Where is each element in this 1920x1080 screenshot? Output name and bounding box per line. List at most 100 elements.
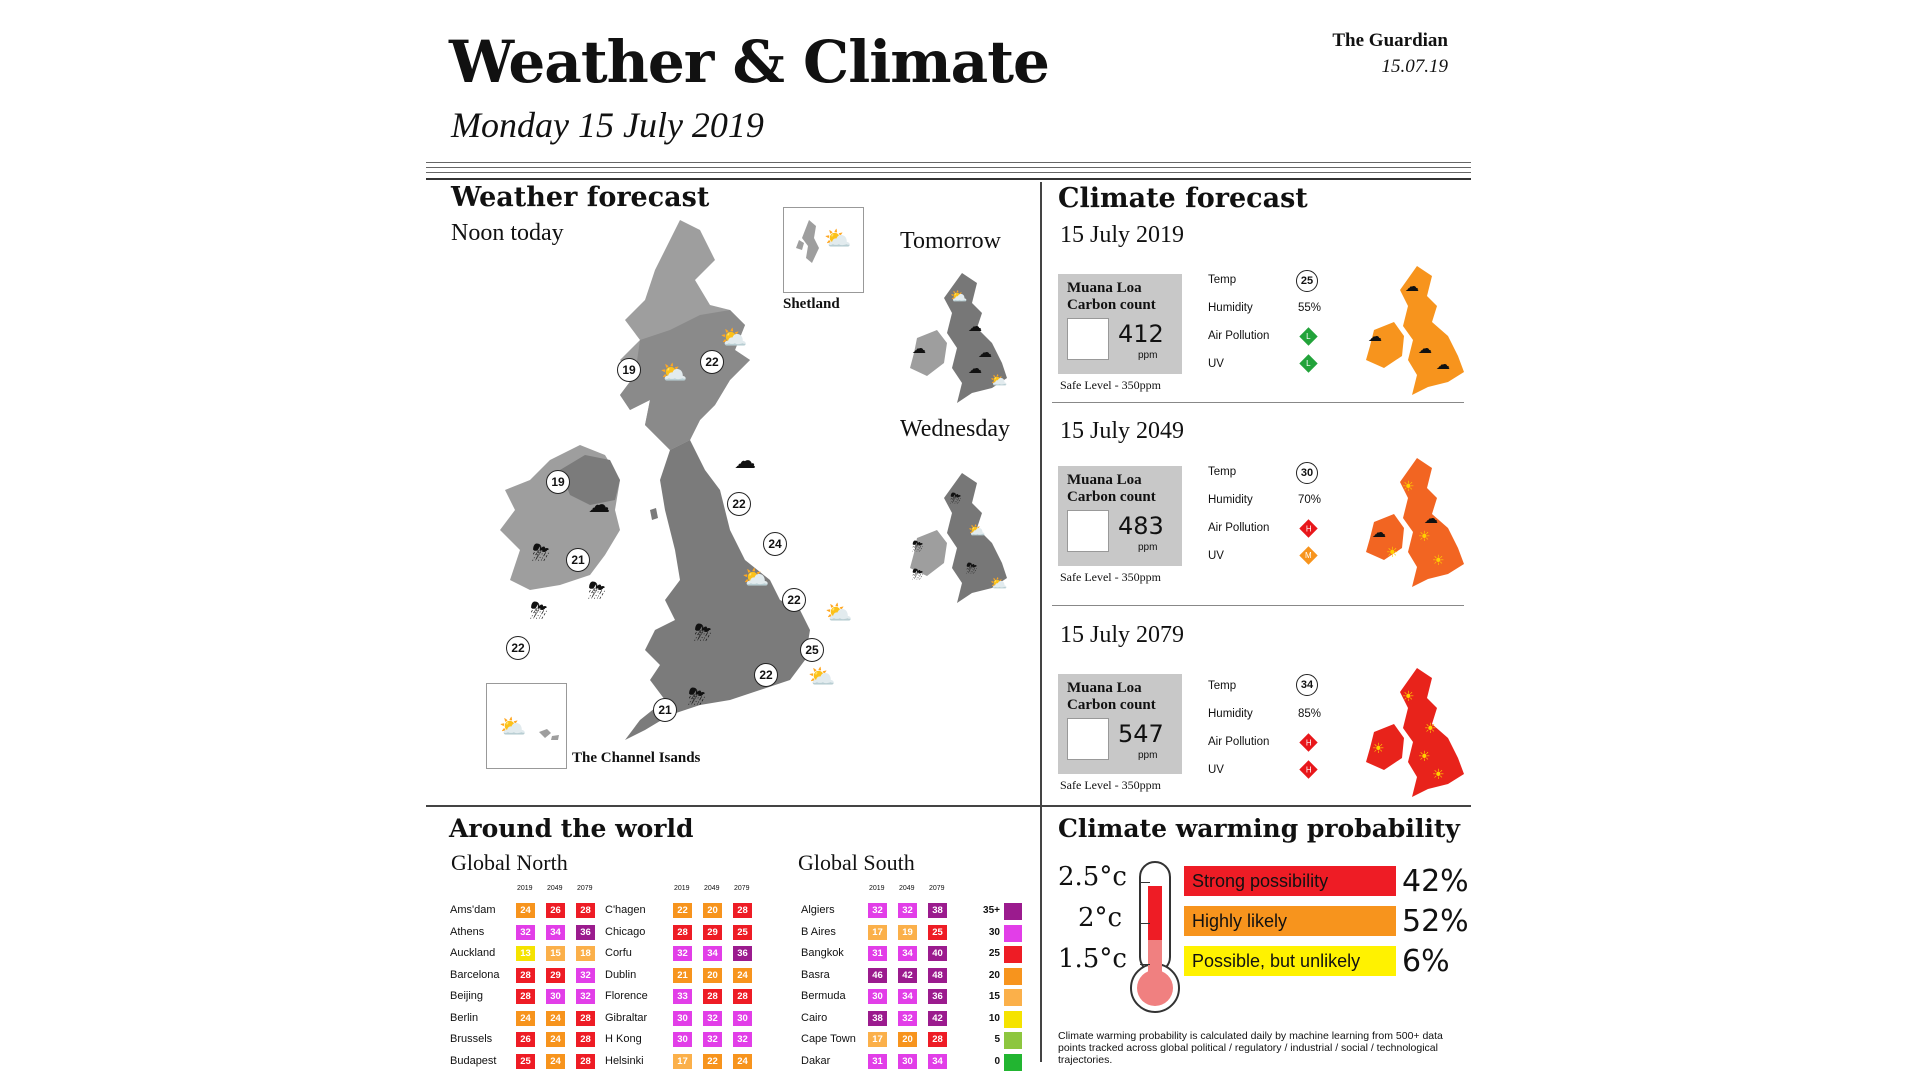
- issue-date: 15.07.19: [1381, 56, 1449, 77]
- sun-icon: ☀: [1402, 478, 1415, 494]
- ppm-unit: ppm: [1138, 750, 1158, 761]
- weather-wednesday-label: Wednesday: [900, 416, 1011, 442]
- sun-icon: ☀: [1432, 766, 1445, 782]
- legend-label: 20: [988, 969, 1000, 981]
- city-name: Algiers: [801, 904, 835, 916]
- ppm-unit: ppm: [1138, 542, 1158, 553]
- city-name: Beijing: [450, 990, 484, 1002]
- stat-label-uv: UV: [1208, 764, 1224, 776]
- temp-marker: 19: [617, 358, 641, 382]
- stat-label-uv: UV: [1208, 358, 1224, 370]
- temperature-cell: 24: [516, 903, 535, 918]
- legend-label: 15: [988, 991, 1000, 1002]
- legend-label: 30: [988, 926, 1000, 938]
- city-name: Cape Town: [801, 1033, 856, 1045]
- climate-map-2019: [1366, 266, 1464, 395]
- pollution-indicator: H: [1299, 519, 1318, 538]
- year-header: 2019: [674, 885, 690, 892]
- city-name: Basra: [801, 968, 830, 981]
- city-name: Corfu: [605, 947, 632, 959]
- pollution-indicator: H: [1299, 733, 1318, 752]
- strong-possibility-pct: 42%: [1402, 864, 1469, 899]
- temperature-cell: 28: [576, 1053, 595, 1069]
- warming-title: Climate warming probability: [1058, 814, 1460, 843]
- city-name: Dakar: [801, 1054, 831, 1067]
- temperature-cell: 18: [576, 946, 595, 961]
- warming-temp-2-5: 2.5°c: [1058, 862, 1127, 892]
- humidity-value: 70%: [1298, 494, 1322, 506]
- stat-label-pollution: Air Pollution: [1208, 522, 1270, 534]
- legend-swatch: [1004, 946, 1022, 963]
- temperature-cell: 26: [516, 1032, 535, 1047]
- ppm-unit: ppm: [1138, 350, 1158, 361]
- temperature-cell: 32: [703, 1032, 722, 1047]
- temperature-cell: 28: [733, 903, 752, 918]
- cloud-icon: ☁: [968, 318, 982, 334]
- cloud-rain-icon: ⛅: [499, 714, 527, 739]
- legend-swatch: [1004, 1032, 1022, 1049]
- sun-icon: ☀: [1402, 688, 1415, 704]
- temperature-cell: 28: [576, 903, 595, 918]
- city-name: Athens: [450, 925, 485, 938]
- carbon-label: Muana Loa Carbon count: [1067, 472, 1156, 505]
- cloud-icon: ☁: [1368, 328, 1382, 344]
- temperature-cell: 25: [516, 1053, 535, 1069]
- legend-label: 35+: [983, 905, 1000, 916]
- temperature-cell: 46: [868, 967, 887, 983]
- temperature-cell: 30: [898, 1053, 917, 1069]
- uv-indicator: H: [1299, 760, 1318, 779]
- stat-label-temp: Temp: [1208, 274, 1237, 286]
- weather-tomorrow-label: Tomorrow: [900, 228, 1001, 254]
- temperature-cell: 28: [576, 1010, 595, 1026]
- year-header: 2079: [929, 885, 945, 892]
- carbon-ppm-value: 483: [1118, 512, 1164, 540]
- cloud-rain-icon: ⛈: [688, 684, 706, 709]
- temperature-cell: 40: [928, 946, 947, 961]
- city-name: Bermuda: [801, 990, 846, 1002]
- temp-marker: 21: [566, 548, 590, 572]
- sun-icon: ☀: [1372, 740, 1385, 756]
- temperature-cell: 32: [703, 1010, 722, 1026]
- tick: [1140, 964, 1150, 965]
- legend-swatch: [1004, 903, 1022, 920]
- pollution-indicator: L: [1299, 327, 1318, 346]
- temperature-cell: 34: [703, 946, 722, 961]
- temperature-cell: 25: [928, 924, 947, 940]
- temperature-cell: 19: [898, 924, 917, 940]
- cloud-icon: ☁: [1424, 510, 1438, 526]
- temperature-cell: 42: [928, 1010, 947, 1026]
- temperature-cell: 24: [546, 1032, 565, 1047]
- cloud-rain-icon: ⛈: [912, 538, 924, 554]
- cloud-rain-icon: ⛅: [824, 226, 852, 251]
- year-header: 2019: [517, 885, 533, 892]
- city-name: Budapest: [450, 1054, 497, 1067]
- city-name: Brussels: [450, 1033, 493, 1045]
- carbon-ppm-value: 547: [1118, 720, 1164, 748]
- temperature-cell: 48: [928, 967, 947, 983]
- uv-indicator: M: [1299, 546, 1318, 565]
- cloud-rain-icon: ☁: [588, 492, 610, 517]
- year-header: 2079: [734, 885, 750, 892]
- warming-temp-2: 2°c: [1078, 903, 1123, 933]
- cloud-icon: ☁: [978, 344, 992, 360]
- sun-cloud-icon: ⛅: [742, 565, 770, 590]
- temperature-cell: 30: [673, 1032, 692, 1047]
- sun-icon: ☀: [1418, 528, 1431, 544]
- temperature-cell: 28: [928, 1032, 947, 1047]
- cloud-rain-icon: ⛈: [530, 598, 548, 623]
- weather-noon-label: Noon today: [451, 220, 564, 246]
- temperature-cell: 29: [703, 924, 722, 940]
- climate-title: Climate forecast: [1058, 183, 1308, 214]
- temp-marker: 24: [763, 532, 787, 556]
- temp-marker: 19: [546, 470, 570, 494]
- temperature-cell: 28: [703, 989, 722, 1004]
- page-subtitle: Monday 15 July 2019: [451, 105, 764, 145]
- thermometer-icon: [1130, 861, 1180, 1013]
- year-header: 2019: [869, 885, 885, 892]
- page-title: Weather & Climate: [449, 28, 1050, 96]
- climate-row-divider: [1052, 402, 1464, 403]
- temperature-cell: 24: [733, 967, 752, 983]
- legend-label: 5: [994, 1034, 1000, 1045]
- legend-swatch: [1004, 1053, 1022, 1071]
- sun-cloud-icon: ⛅: [968, 522, 986, 538]
